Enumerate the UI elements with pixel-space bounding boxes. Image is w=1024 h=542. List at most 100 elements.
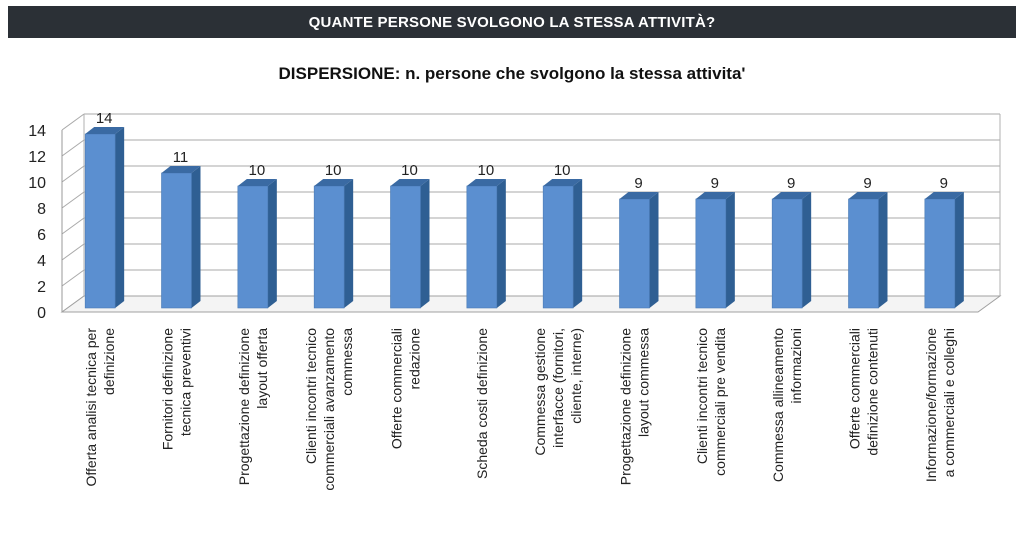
x-tick-label-line: Progettazione definizione [236, 328, 252, 485]
x-tick-label: Offerte commerciali definizione contenuti [847, 328, 881, 456]
x-tick-label: Commessa gestione interfacce (fornitori, c… [532, 328, 584, 456]
grid-depth-line [61, 269, 85, 287]
bar-side [954, 192, 964, 308]
bar-front [390, 185, 421, 309]
grid-depth-line [61, 165, 85, 183]
chart-floor [60, 295, 1002, 313]
data-label: 10 [325, 162, 342, 179]
bar-front [313, 185, 345, 309]
bar-front [848, 198, 879, 309]
bar-front [84, 133, 116, 309]
bar [848, 192, 888, 309]
bar-top [695, 192, 735, 199]
data-label: 10 [248, 162, 265, 179]
y-tick-label: 2 [37, 279, 46, 296]
x-tick-label-line: Scheda costi definizione [474, 328, 490, 479]
x-tick-label: Offerta analisi tecnica per definizione [83, 328, 117, 487]
bar [237, 179, 277, 309]
x-tick-label: Clienti incontri tecnico commerciali avan… [303, 328, 355, 491]
bar-front [161, 172, 192, 309]
y-tick-label: 8 [37, 201, 46, 218]
bar-side [115, 127, 125, 308]
x-tick-label: Clienti incontri tecnico commerciali pre … [694, 328, 728, 476]
bar-top [237, 179, 277, 186]
x-tick-label-line: commerciali pre vendita [712, 328, 728, 476]
x-tick-label-line: layout commessa [636, 328, 652, 437]
data-label: 10 [477, 162, 494, 179]
bar-top [161, 166, 201, 173]
bar-top [619, 192, 659, 199]
x-tick-label-line: definizione contenuti [865, 328, 881, 456]
data-label: 9 [787, 175, 795, 192]
bar-side [573, 179, 583, 308]
bar-front [619, 198, 650, 309]
x-tick-label: Scheda costi definizione [474, 328, 490, 479]
bar-front [771, 198, 803, 309]
bar-side [344, 179, 354, 308]
bar-front [466, 185, 498, 309]
x-tick-label: Fornitori definizione tecnica preventivi [160, 328, 194, 450]
x-tick-label: Commessa allineamento informazioni [770, 328, 804, 482]
data-label: 9 [711, 175, 719, 192]
x-tick-label: Progettazione definizione layout offerta [236, 328, 270, 485]
bar-top [543, 179, 583, 186]
bar-top [466, 179, 506, 186]
bar [542, 179, 583, 309]
y-tick-label: 14 [28, 123, 46, 140]
x-tick-label-line: Fornitori definizione [160, 328, 176, 450]
x-tick-label-line: Progettazione definizione [618, 328, 634, 485]
x-tick-label-line: interfacce (fornitori, [550, 328, 566, 448]
bar [924, 192, 964, 309]
y-tick-label: 10 [28, 175, 46, 192]
y-tick-label: 12 [28, 149, 46, 166]
x-tick-label-line: tecnica preventivi [178, 328, 194, 436]
data-label: 10 [401, 162, 418, 179]
bar-side [878, 192, 888, 308]
bar [771, 192, 812, 309]
bar-side [191, 166, 201, 308]
data-label: 14 [96, 110, 113, 127]
x-tick-label-line: cliente, interne) [568, 328, 584, 424]
x-tick-label-line: a commerciali e colleghi [941, 328, 957, 477]
grid-depth-line [61, 139, 85, 157]
y-tick-label: 6 [37, 227, 46, 244]
x-tick-label-line: Offerte commerciali [847, 328, 863, 449]
x-tick-label: Progettazione definizione layout commessa [618, 328, 652, 485]
bar-top [924, 192, 964, 199]
bar-front [695, 198, 727, 309]
bar [695, 192, 735, 309]
grid-depth-line [61, 191, 85, 209]
bar-side [420, 179, 430, 308]
bar-top [848, 192, 888, 199]
x-tick-label-line: commerciali avanzamento [321, 328, 337, 491]
bar [619, 192, 659, 309]
data-label: 11 [173, 149, 189, 166]
bar-top [390, 179, 430, 186]
data-label: 9 [940, 175, 948, 192]
x-tick-label-line: Clienti incontri tecnico [303, 328, 319, 464]
bar-top [772, 192, 812, 199]
x-tick-label: Informazione/formazione a commerciali e c… [923, 328, 957, 482]
bar-front [924, 198, 956, 309]
data-label: 9 [634, 175, 642, 192]
data-label: 10 [554, 162, 571, 179]
grid-depth-line [61, 113, 85, 131]
bar-side [725, 192, 735, 308]
x-tick-label-line: redazione [407, 328, 423, 390]
x-tick-label-line: Commessa allineamento [770, 328, 786, 482]
bar-side [802, 192, 812, 308]
x-tick-label-line: Informazione/formazione [923, 328, 939, 482]
bar [313, 179, 354, 309]
header-banner: QUANTE PERSONE SVOLGONO LA STESSA ATTIVI… [8, 6, 1016, 38]
x-tick-label-line: Offerta analisi tecnica per [83, 328, 99, 487]
grid-depth-line [61, 217, 85, 235]
bar [84, 127, 125, 309]
x-tick-label-line: definizione [101, 328, 117, 395]
y-tick-label: 0 [37, 305, 46, 322]
bar-top [85, 127, 125, 134]
grid-depth-line [61, 243, 85, 261]
x-tick-label-line: commessa [339, 328, 355, 396]
bar-side [649, 192, 659, 308]
x-tick-label-line: Commessa gestione [532, 328, 548, 456]
